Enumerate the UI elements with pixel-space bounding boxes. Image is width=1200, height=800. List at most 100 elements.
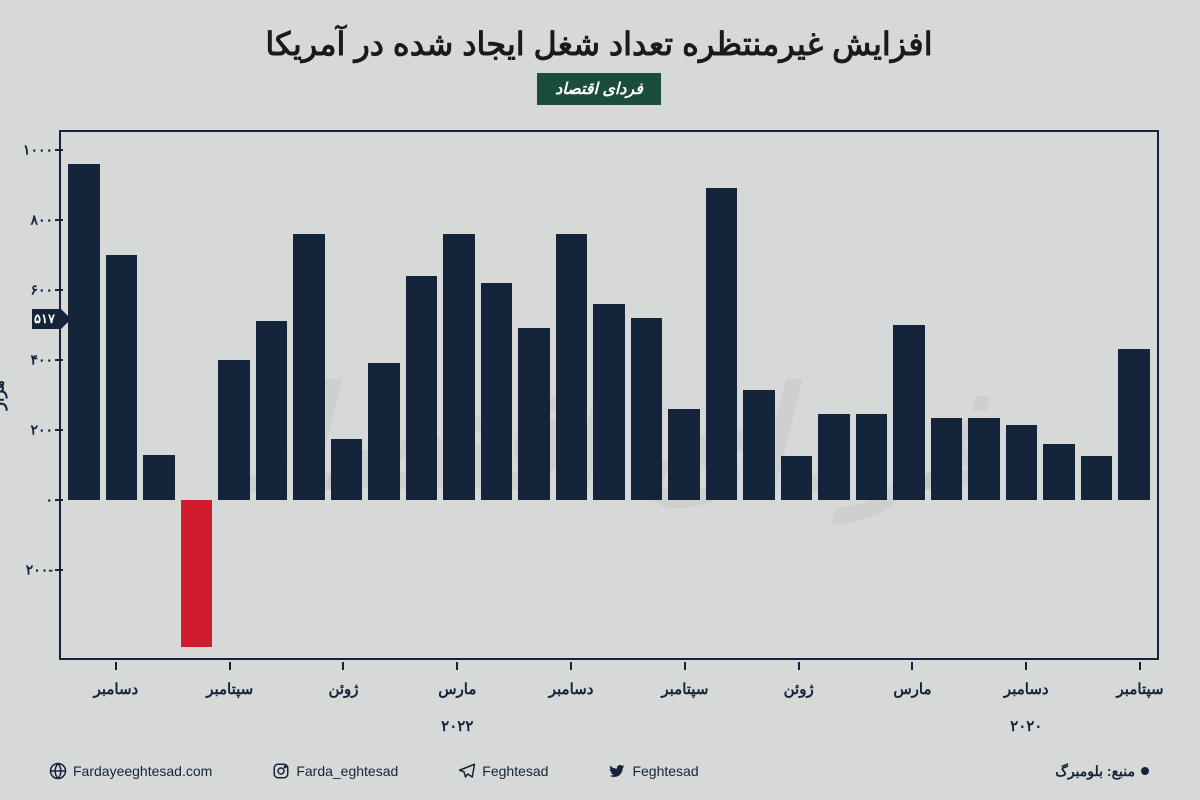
- social-text: Farda_eghtesad: [297, 763, 399, 779]
- bar-slot: [969, 132, 1001, 658]
- chart-title: افزایش غیرمنتظره تعداد شغل ایجاد شده در …: [0, 25, 1200, 63]
- y-tick-label: ۲۰۰: [31, 422, 54, 439]
- bar-slot: [669, 132, 701, 658]
- x-tick-mark: [343, 662, 345, 670]
- source-text: منبع: بلومبرگ: [1056, 763, 1136, 780]
- x-tick-mark: [457, 662, 459, 670]
- x-month-label: ژوئن: [785, 680, 815, 698]
- bar: [369, 363, 401, 500]
- social-text: Feghtesad: [633, 763, 699, 779]
- bar-slot: [632, 132, 664, 658]
- bar-slot: [594, 132, 626, 658]
- x-axis: سپتامبردسامبرمارسژوئنسپتامبردسامبرمارسژو…: [60, 662, 1160, 750]
- bar: [107, 255, 139, 500]
- twitter-icon: [609, 762, 627, 780]
- bar-slot: [219, 132, 251, 658]
- bar: [1007, 425, 1039, 500]
- y-tick-label: ۴۰۰: [31, 351, 54, 368]
- x-month-label: مارس: [439, 680, 477, 698]
- social-text: Fardayeeghtesad.com: [74, 763, 213, 779]
- y-tick-label: -۲۰۰: [27, 562, 54, 579]
- bar: [894, 325, 926, 500]
- bar: [482, 283, 514, 500]
- bar-slot: [369, 132, 401, 658]
- bar: [557, 234, 589, 501]
- social-text: Feghtesad: [483, 763, 549, 779]
- social-globe[interactable]: Fardayeeghtesad.com: [50, 762, 213, 780]
- bar: [1044, 444, 1076, 500]
- bar: [744, 390, 776, 500]
- x-month-label: ژوئن: [329, 680, 359, 698]
- x-tick-mark: [1026, 662, 1028, 670]
- x-tick-mark: [571, 662, 573, 670]
- bar-slot: [782, 132, 814, 658]
- bar-slot: [1119, 132, 1151, 658]
- bar-slot: [519, 132, 551, 658]
- social-links: Fardayeeghtesad.com Farda_eghtesad Feghtes…: [50, 762, 700, 780]
- bullet-icon: [1142, 767, 1150, 775]
- bar: [332, 439, 364, 500]
- y-axis-label: هزار: [0, 380, 9, 409]
- bar-slot: [857, 132, 889, 658]
- x-month-label: مارس: [894, 680, 932, 698]
- bar: [144, 455, 176, 501]
- y-tick-label: ۰: [46, 492, 54, 509]
- x-month-label: دسامبر: [550, 680, 595, 698]
- x-year-label: ۲۰۲۰: [1011, 717, 1043, 735]
- x-tick-mark: [230, 662, 232, 670]
- x-tick-mark: [685, 662, 687, 670]
- y-tick-label: ۸۰۰: [31, 211, 54, 228]
- x-month-label: دسامبر: [95, 680, 140, 698]
- bar-slot: [444, 132, 476, 658]
- bar-slot: [182, 132, 214, 658]
- bar: [294, 234, 326, 501]
- bar: [1119, 349, 1151, 500]
- footer: Fardayeeghtesad.com Farda_eghtesad Feghtes…: [0, 750, 1200, 800]
- bar-slot: [1044, 132, 1076, 658]
- source-citation: منبع: بلومبرگ: [1056, 763, 1150, 780]
- x-month-label: دسامبر: [1005, 680, 1050, 698]
- x-tick-mark: [1140, 662, 1142, 670]
- bar: [257, 321, 289, 500]
- bar: [182, 500, 214, 647]
- social-instagram[interactable]: Farda_eghtesad: [273, 762, 399, 780]
- bar-slot: [69, 132, 101, 658]
- y-tick-label: ۶۰۰: [31, 281, 54, 298]
- bar-slot: [819, 132, 851, 658]
- bar: [1082, 456, 1114, 500]
- bar: [819, 414, 851, 500]
- x-tick-mark: [912, 662, 914, 670]
- bar-slot: [932, 132, 964, 658]
- bar-slot: [482, 132, 514, 658]
- bar-slot: [332, 132, 364, 658]
- social-telegram[interactable]: Feghtesad: [459, 762, 549, 780]
- bar-slot: [894, 132, 926, 658]
- bar: [932, 418, 964, 500]
- bar-slot: [557, 132, 589, 658]
- bar-slot: [1082, 132, 1114, 658]
- bars-group: [62, 132, 1158, 658]
- bar: [444, 234, 476, 501]
- y-tick-label: ۱۰۰۰: [24, 141, 54, 158]
- bar: [782, 456, 814, 500]
- bar: [219, 360, 251, 500]
- bar: [669, 409, 701, 500]
- bar: [857, 414, 889, 500]
- y-axis: -۲۰۰ ۰ ۲۰۰ ۴۰۰ ۶۰۰ ۸۰۰ ۱۰۰۰: [7, 132, 62, 658]
- header: افزایش غیرمنتظره تعداد شغل ایجاد شده در …: [0, 0, 1200, 115]
- y-callout: ۵۱۷: [33, 309, 62, 329]
- bar-slot: [294, 132, 326, 658]
- globe-icon: [50, 762, 68, 780]
- bar-slot: [257, 132, 289, 658]
- bar-slot: [407, 132, 439, 658]
- chart-wrap: فردای اقتصاد -۲۰۰۰۲۰۰۴۰۰۶۰۰۸۰۰۱۰۰۰ هزار …: [60, 130, 1160, 750]
- instagram-icon: [273, 762, 291, 780]
- bar: [707, 188, 739, 500]
- bar-slot: [707, 132, 739, 658]
- social-twitter[interactable]: Feghtesad: [609, 762, 699, 780]
- bar: [407, 276, 439, 500]
- chart-container: افزایش غیرمنتظره تعداد شغل ایجاد شده در …: [0, 0, 1200, 800]
- telegram-icon: [459, 762, 477, 780]
- x-month-label: سپتامبر: [662, 680, 709, 698]
- x-year-label: ۲۰۲۲: [442, 717, 474, 735]
